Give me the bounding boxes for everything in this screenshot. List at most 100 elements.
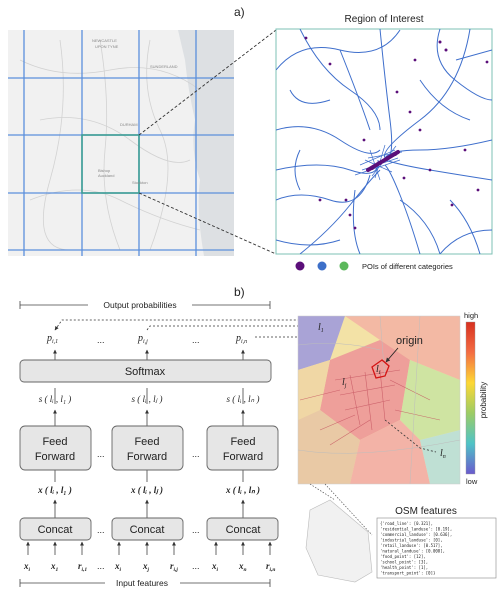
- colorbar-low: low: [466, 477, 478, 486]
- ellipsis-input-2: ...: [192, 561, 200, 571]
- svg-text:Forward: Forward: [223, 451, 263, 463]
- probability-map: [297, 315, 461, 485]
- svg-text:Feed: Feed: [230, 436, 255, 448]
- s-label-n: s ( lᵢ , lₙ ): [226, 394, 259, 404]
- output-probabilities-bracket: Output probabilities: [19, 300, 271, 310]
- map-label-newcastle: NEWCASTLE: [92, 38, 117, 43]
- osm-line: 'natural_landuse': [0.008],: [380, 549, 445, 554]
- map-label-li: li: [376, 364, 381, 376]
- poi-dot-green: [339, 261, 349, 271]
- osm-line: 'school_point': [3],: [380, 560, 428, 565]
- map-label-upon-tyne: UPON TYNE: [95, 44, 119, 49]
- feed-forward-j: Feed Forward: [111, 425, 184, 471]
- svg-text:ri,n: ri,n: [266, 561, 275, 573]
- ellipsis-input-1: ...: [97, 561, 105, 571]
- svg-text:pi,1: pi,1: [46, 333, 58, 345]
- output-probabilities-label: Output probabilities: [103, 300, 176, 310]
- region-polygon: [305, 499, 373, 583]
- map-label-auckland: Auckland: [98, 173, 114, 178]
- concat-j: Concat: [111, 517, 184, 541]
- x-label-n: x ( lᵢ , lₙ ): [225, 485, 260, 495]
- poi-dot-blue: [317, 261, 327, 271]
- colorbar-axis-label: probability: [479, 382, 488, 418]
- svg-text:xj: xj: [142, 561, 150, 573]
- poi-legend: POIs of different categories: [295, 261, 453, 271]
- concat-1: Concat: [19, 517, 92, 541]
- poi-legend-text: POIs of different categories: [362, 262, 453, 271]
- map-label-l1: l1: [318, 322, 324, 334]
- origin-arrow: [385, 347, 399, 363]
- ln-pointer: [384, 419, 437, 453]
- map-label-durham: DURHAM: [120, 122, 138, 127]
- origin-region: [371, 359, 390, 379]
- roi-map: [275, 28, 493, 255]
- zoom-line-top: [138, 29, 277, 136]
- input-features-bracket: Input features: [19, 578, 271, 588]
- polygon-zoom-lines: [309, 483, 373, 536]
- s-label-j: s ( lᵢ , lⱼ ): [132, 394, 163, 404]
- svg-text:Feed: Feed: [42, 436, 67, 448]
- stage-lines: [54, 388, 244, 482]
- osm-features-title: OSM features: [395, 506, 457, 517]
- svg-text:x1: x1: [50, 561, 59, 573]
- selected-cell: [81, 134, 140, 194]
- svg-text:xi: xi: [23, 561, 31, 573]
- map-label-lj: lj: [342, 377, 347, 389]
- origin-label: origin: [396, 335, 423, 347]
- svg-text:pi,j: pi,j: [137, 333, 148, 345]
- map-label-ln: ln: [440, 448, 446, 460]
- roi-title: Region of Interest: [345, 14, 424, 25]
- svg-text:ri,j: ri,j: [170, 561, 178, 573]
- map-label-sunderland: SUNDERLAND: [150, 64, 178, 69]
- x-label-1: x ( lᵢ , l₁ ): [37, 485, 72, 495]
- svg-text:Concat: Concat: [130, 524, 165, 536]
- prob-map-labels: l1 lj li ln: [318, 322, 446, 460]
- panel-b-label: b): [234, 285, 245, 299]
- ellipsis-ff-1: ...: [97, 449, 105, 459]
- osm-features-list: {'road_line': [0.321], 'residential_land…: [380, 521, 452, 576]
- osm-line: 'health_point': [1],: [380, 565, 428, 570]
- colorbar-high: high: [464, 311, 478, 320]
- ellipsis-concat-1: ...: [97, 525, 105, 535]
- svg-text:xi: xi: [211, 561, 219, 573]
- poi-dot-purple: [295, 261, 305, 271]
- svg-text:xi: xi: [114, 561, 122, 573]
- stage-arrows: [26, 349, 272, 555]
- feed-forward-1: Feed Forward: [19, 425, 92, 471]
- softmax-box: [19, 359, 272, 383]
- osm-features-box: [376, 517, 497, 579]
- ellipsis-concat-2: ...: [192, 525, 200, 535]
- osm-line: 'commercial_landuse': [0.636],: [380, 532, 452, 537]
- base-map: NEWCASTLE UPON TYNE SUNDERLAND DURHAM Bi…: [8, 30, 234, 256]
- map-label-bishop: Bishop: [98, 168, 111, 173]
- ellipsis-ff-2: ...: [192, 449, 200, 459]
- p-label-j: pi,j: [137, 333, 148, 345]
- p-label-n: pi,n: [235, 333, 247, 345]
- osm-line: 'residential_landuse': [0.19],: [380, 527, 452, 532]
- svg-text:Feed: Feed: [134, 436, 159, 448]
- input-symbols: xi x1 ri,1 xi xj ri,j xi xn ri,n: [23, 561, 275, 573]
- softmax-label: Softmax: [125, 366, 166, 378]
- map-label-stockton: Stockton: [132, 180, 148, 185]
- concat-n: Concat: [206, 517, 279, 541]
- ellipsis-p-2: ...: [192, 335, 200, 345]
- p-label-1: pi,1: [46, 333, 58, 345]
- x-label-j: x ( lᵢ , lⱼ ): [130, 485, 163, 495]
- svg-text:Forward: Forward: [127, 451, 167, 463]
- panel-a-label: a): [234, 5, 245, 19]
- colorbar: [465, 321, 476, 475]
- feed-forward-n: Feed Forward: [206, 425, 279, 471]
- osm-line: {'road_line': [0.321],: [380, 521, 433, 526]
- svg-text:pi,n: pi,n: [235, 333, 247, 345]
- s-label-1: s ( lᵢ , l₁ ): [39, 394, 72, 404]
- svg-text:Concat: Concat: [226, 524, 261, 536]
- osm-line: 'food_point': [12],: [380, 554, 426, 559]
- osm-line: 'retail_landuse': [0.517],: [380, 543, 443, 548]
- svg-text:ri,1: ri,1: [78, 561, 87, 573]
- osm-line: 'transport_point': [0]}: [380, 571, 435, 576]
- osm-line: 'industrial_landuse': [0],: [380, 538, 443, 543]
- svg-text:Concat: Concat: [38, 524, 73, 536]
- svg-text:xn: xn: [238, 561, 247, 573]
- ellipsis-p-1: ...: [97, 335, 105, 345]
